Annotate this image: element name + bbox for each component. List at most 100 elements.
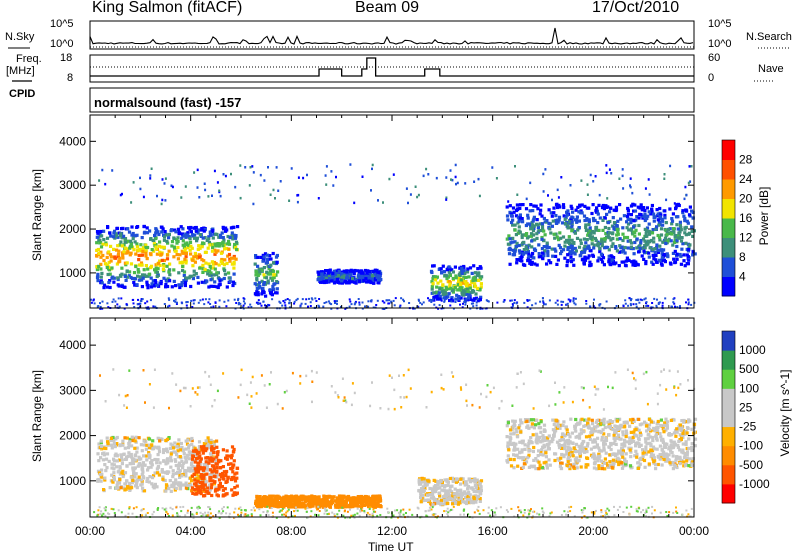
power-echo-cell <box>192 269 196 273</box>
power-echo-cell <box>554 232 558 236</box>
power-echo-cell <box>213 248 217 252</box>
power-echo-cell <box>473 285 477 289</box>
power-echo-cell <box>520 243 524 247</box>
power-echo-cell <box>270 278 275 282</box>
power-echo-cell <box>649 238 654 243</box>
power-sparse-cell <box>405 187 408 190</box>
velocity-echo-cell <box>156 465 161 469</box>
power-noise-cell <box>141 298 144 301</box>
nsearch-tick-bot: 10^0 <box>708 38 732 50</box>
power-noise-cell <box>472 305 475 308</box>
power-echo-cell <box>570 206 574 210</box>
power-echo-cell <box>361 271 365 275</box>
power-echo-cell <box>181 264 185 268</box>
power-echo-cell <box>177 283 181 287</box>
velocity-echo-cell <box>337 494 342 498</box>
power-echo-cell <box>208 243 212 247</box>
power-echo-cell <box>441 289 445 293</box>
cpid-text: normalsound (fast) -157 <box>94 95 242 110</box>
power-echo-cell <box>648 246 652 250</box>
power-echo-cell <box>366 275 370 279</box>
velocity-echo-cell <box>104 446 108 451</box>
velocity-echo-cell <box>169 489 173 493</box>
velocity-echo-cell <box>110 443 114 447</box>
power-noise-cell <box>334 302 336 304</box>
velocity-echo-cell <box>422 488 426 493</box>
power-sparse-cell <box>621 168 624 171</box>
power-sparse-cell <box>525 197 528 201</box>
velocity-echo-cell <box>311 496 315 500</box>
power-echo-cell <box>524 233 528 237</box>
power-echo-cell <box>670 232 674 236</box>
velocity-echo-cell <box>233 486 237 490</box>
power-noise-cell <box>400 297 403 300</box>
power-echo-cell <box>181 232 185 236</box>
power-echo-cell <box>192 273 196 277</box>
power-sparse-cell <box>222 173 225 176</box>
power-noise-cell <box>101 300 104 303</box>
power-echo-cell <box>611 236 615 241</box>
power-echo-cell <box>529 224 533 228</box>
power-echo-cell <box>265 253 270 257</box>
power-echo-cell <box>197 253 201 257</box>
power-echo-cell <box>141 276 145 280</box>
power-sparse-cell <box>297 176 300 179</box>
velocity-echo-cell <box>553 428 557 432</box>
power-echo-cell <box>115 248 119 252</box>
power-noise-cell <box>655 306 658 309</box>
velocity-echo-cell <box>368 504 372 508</box>
velocity-echo-cell <box>294 501 298 505</box>
velocity-echo-cell <box>176 482 180 487</box>
power-echo-cell <box>658 238 662 242</box>
velocity-echo-cell <box>231 465 235 469</box>
power-echo-cell <box>579 209 583 213</box>
velocity-echo-cell <box>176 470 180 474</box>
power-echo-cell <box>663 209 667 213</box>
power-echo-cell <box>585 238 589 242</box>
power-echo-cell <box>571 210 575 214</box>
power-echo-cell <box>184 251 188 256</box>
velocity-echo-cell <box>520 421 524 425</box>
velocity-echo-cell <box>365 496 369 500</box>
power-noise-cell <box>560 307 563 310</box>
power-echo-cell <box>319 270 324 274</box>
power-echo-cell <box>512 210 516 214</box>
velocity-echo-cell <box>115 459 119 463</box>
power-echo-cell <box>337 269 341 274</box>
power-sparse-cell <box>332 184 335 187</box>
power-echo-cell <box>604 232 608 236</box>
power-echo-cell <box>95 267 99 272</box>
velocity-echo-cell <box>472 489 476 494</box>
velocity-echo-cell <box>364 501 368 505</box>
power-echo-cell <box>168 268 172 272</box>
power-echo-cell <box>515 241 519 245</box>
power-noise-cell <box>383 301 386 304</box>
power-echo-cell <box>671 251 675 255</box>
velocity-echo-cell <box>206 486 210 490</box>
velocity-echo-cell <box>327 502 331 506</box>
power-echo-cell <box>156 261 161 265</box>
velocity-echo-cell <box>133 453 137 457</box>
power-echo-cell <box>620 249 624 253</box>
power-echo-cell <box>549 231 553 235</box>
velocity-echo-cell <box>156 445 161 449</box>
velocity-echo-cell <box>466 485 471 489</box>
power-echo-cell <box>123 274 127 278</box>
power-echo-cell <box>122 243 126 247</box>
power-echo-cell <box>563 217 567 222</box>
velocity-echo-cell <box>202 487 206 491</box>
power-sparse-cell <box>196 168 199 172</box>
power-echo-cell <box>660 256 664 260</box>
power-echo-cell <box>230 234 234 238</box>
power-noise-cell <box>387 302 390 305</box>
power-noise-cell <box>367 305 370 308</box>
power-echo-cell <box>338 281 342 285</box>
power-echo-cell <box>100 234 104 238</box>
velocity-echo-cell <box>637 442 641 446</box>
power-echo-cell <box>558 246 563 250</box>
power-echo-cell <box>200 258 204 262</box>
power-noise-cell <box>398 305 401 308</box>
power-echo-cell <box>578 203 582 207</box>
power-echo-cell <box>272 287 276 291</box>
velocity-echo-cell <box>420 487 424 491</box>
